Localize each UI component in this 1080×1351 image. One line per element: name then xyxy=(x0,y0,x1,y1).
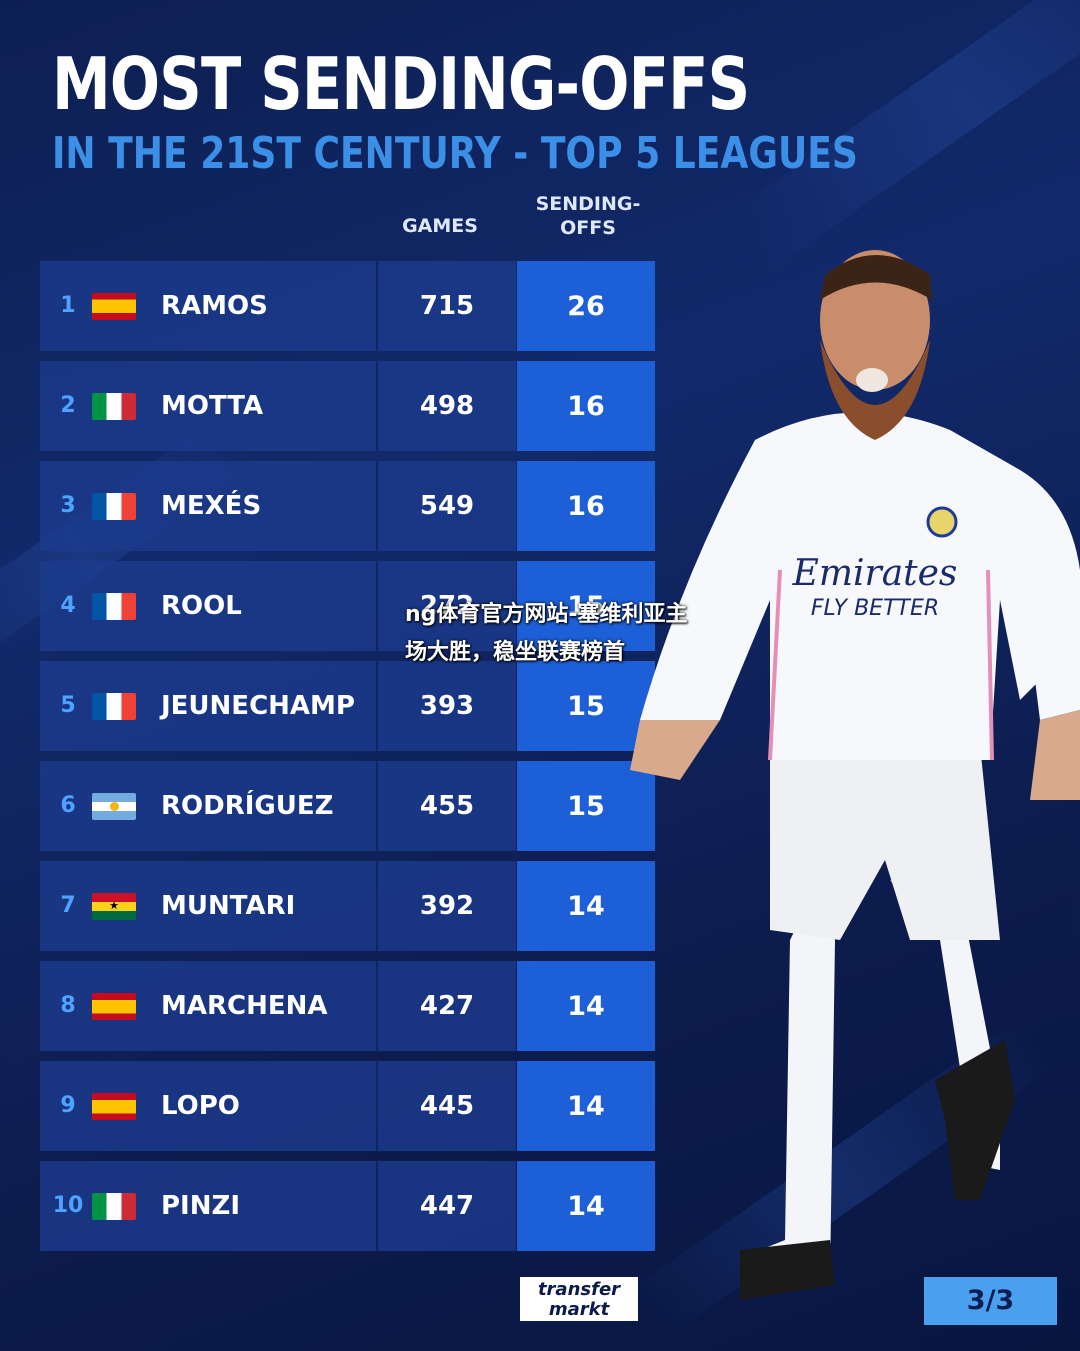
sending-offs-count: 14 xyxy=(517,1061,655,1151)
rank-number: 1 xyxy=(60,293,76,318)
sending-offs-count: 14 xyxy=(517,961,655,1051)
row-divider xyxy=(376,961,378,1051)
page-title: MOST SENDING-OFFS xyxy=(52,42,750,126)
table-row: 10 PINZI 447 xyxy=(40,1161,516,1251)
italy-flag-icon xyxy=(92,393,136,420)
spain-flag-icon xyxy=(92,293,136,320)
player-name: ROOL xyxy=(161,591,242,621)
row-divider xyxy=(376,461,378,551)
games-count: 455 xyxy=(419,791,475,821)
table-row: 5 JEUNECHAMP 393 xyxy=(40,661,516,751)
player-name: PINZI xyxy=(161,1191,241,1221)
row-divider xyxy=(376,761,378,851)
rank-number: 4 xyxy=(60,593,76,618)
games-count: 445 xyxy=(419,1091,475,1121)
row-divider xyxy=(376,361,378,451)
page-indicator: 3/3 xyxy=(924,1277,1057,1325)
column-header-games-label: GAMES xyxy=(402,215,478,237)
spain-flag-icon xyxy=(92,993,136,1020)
player-name: RODRÍGUEZ xyxy=(161,791,334,821)
games-count: 715 xyxy=(419,291,475,321)
games-count: 549 xyxy=(419,491,475,521)
column-header-sending-offs-line2: OFFS xyxy=(560,217,616,239)
sending-offs-count: 14 xyxy=(517,861,655,951)
ghana-flag-icon xyxy=(92,893,136,920)
table-row: 3 MEXÉS 549 xyxy=(40,461,516,551)
table-row: 4 ROOL 272 xyxy=(40,561,516,651)
argentina-flag-icon xyxy=(92,793,136,820)
table-row: 6 RODRÍGUEZ 455 xyxy=(40,761,516,851)
player-name: MEXÉS xyxy=(161,491,262,521)
sending-offs-count: 16 xyxy=(517,361,655,451)
player-name: LOPO xyxy=(161,1091,240,1121)
games-count: 272 xyxy=(419,591,475,621)
games-count: 393 xyxy=(419,691,475,721)
games-count: 447 xyxy=(419,1191,475,1221)
table-row: 8 MARCHENA 427 xyxy=(40,961,516,1051)
rank-number: 10 xyxy=(52,1193,84,1218)
column-header-games: GAMES xyxy=(376,214,504,238)
row-divider xyxy=(376,1161,378,1251)
player-name: MARCHENA xyxy=(161,991,328,1021)
sending-offs-count: 15 xyxy=(517,761,655,851)
rank-number: 8 xyxy=(60,993,76,1018)
rank-number: 7 xyxy=(60,893,76,918)
table-row: 1 RAMOS 715 xyxy=(40,261,516,351)
player-name: MUNTARI xyxy=(161,891,296,921)
france-flag-icon xyxy=(92,593,136,620)
spain-flag-icon xyxy=(92,1093,136,1120)
column-header-sending-offs-line1: SENDING- xyxy=(535,193,641,215)
sending-offs-count: 14 xyxy=(517,1161,655,1251)
row-divider xyxy=(376,661,378,751)
rank-number: 2 xyxy=(60,393,76,418)
sending-offs-count: 15 xyxy=(517,661,655,751)
logo-line-bottom: markt xyxy=(548,1299,610,1320)
france-flag-icon xyxy=(92,493,136,520)
jersey-sponsor: Emirates xyxy=(792,553,958,594)
table-row: 9 LOPO 445 xyxy=(40,1061,516,1151)
watermark-text: ng体育官方网站-塞维利亚主场大胜，稳坐联赛榜首 xyxy=(405,602,688,665)
sending-offs-count: 16 xyxy=(517,461,655,551)
row-divider xyxy=(376,861,378,951)
rank-number: 9 xyxy=(60,1093,76,1118)
rank-number: 5 xyxy=(60,693,76,718)
row-divider xyxy=(376,561,378,651)
player-figure: Emirates FLY BETTER xyxy=(630,250,1080,1300)
logo-line-top: transfer xyxy=(537,1279,621,1300)
column-header-sending-offs: SENDING- OFFS xyxy=(518,192,658,240)
sending-offs-count: 26 xyxy=(517,261,655,351)
france-flag-icon xyxy=(92,693,136,720)
table-row: 2 MOTTA 498 xyxy=(40,361,516,451)
transfermarkt-logo: transfer markt xyxy=(518,1275,640,1323)
jersey-tagline: FLY BETTER xyxy=(811,596,939,621)
player-name: JEUNECHAMP xyxy=(161,691,355,721)
games-count: 427 xyxy=(419,991,475,1021)
italy-flag-icon xyxy=(92,1193,136,1220)
player-name: RAMOS xyxy=(161,291,268,321)
page-subtitle: IN THE 21ST CENTURY - TOP 5 LEAGUES xyxy=(52,128,858,179)
table-row: 7 MUNTARI 392 xyxy=(40,861,516,951)
player-name: MOTTA xyxy=(161,391,264,421)
rank-number: 6 xyxy=(60,793,76,818)
sending-offs-count: 15 xyxy=(517,561,655,651)
row-divider xyxy=(376,1061,378,1151)
games-count: 392 xyxy=(419,891,475,921)
row-divider xyxy=(376,261,378,351)
rank-number: 3 xyxy=(60,493,76,518)
games-count: 498 xyxy=(419,391,475,421)
